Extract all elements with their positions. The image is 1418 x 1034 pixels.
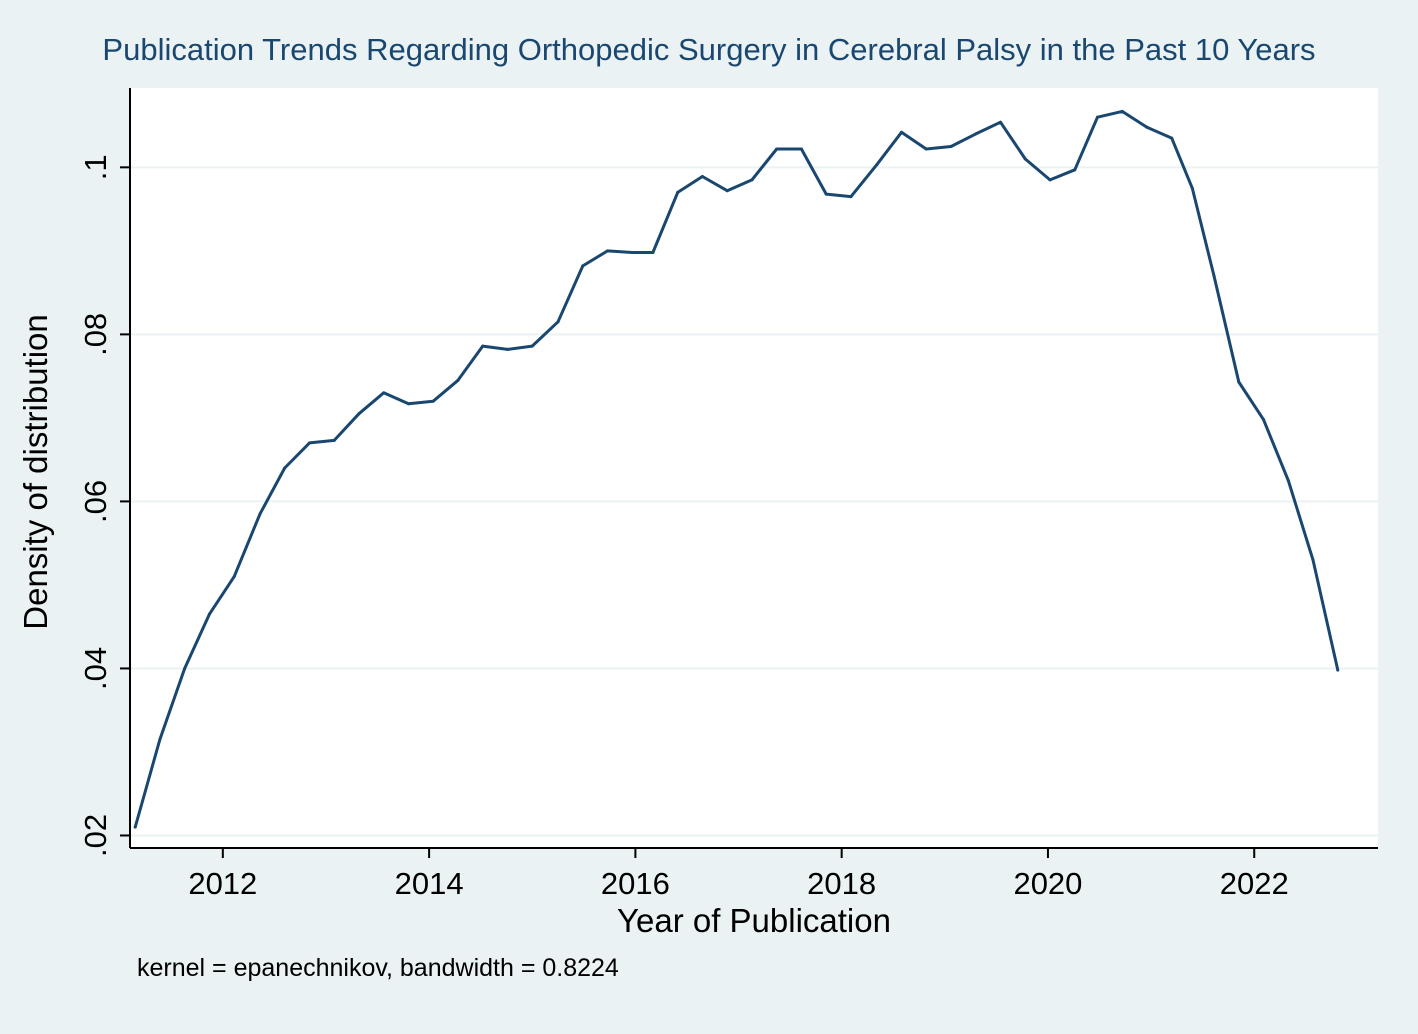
y-tick-label: .02 (78, 814, 113, 857)
density-point (1170, 136, 1174, 140)
density-point (1286, 479, 1290, 483)
x-tick-label: 2016 (601, 866, 670, 901)
density-point (307, 441, 311, 445)
density-point (799, 147, 803, 151)
y-tick-label: .08 (78, 313, 113, 356)
density-point (258, 512, 262, 516)
chart-title: Publication Trends Regarding Orthopedic … (102, 32, 1315, 67)
density-point (1145, 125, 1149, 129)
density-point (606, 249, 610, 253)
density-point (1212, 274, 1216, 278)
density-point (949, 144, 953, 148)
density-point (1095, 115, 1099, 119)
x-ticks: 2012 2014 2016 2018 2020 2022 (188, 848, 1289, 901)
density-point (1311, 558, 1315, 562)
density-point (581, 264, 585, 268)
density-point (158, 737, 162, 741)
y-tick-label: .06 (78, 480, 113, 523)
density-line (133, 109, 1340, 828)
density-point (357, 412, 361, 416)
density-point (899, 130, 903, 134)
y-ticks: .02 .04 .06 .08 .1 (78, 154, 130, 857)
density-point (332, 438, 336, 442)
density-point (406, 402, 410, 406)
kernel-note: kernel = epanechnikov, bandwidth = 0.822… (137, 954, 619, 982)
density-point (750, 178, 754, 182)
density-point (1190, 186, 1194, 190)
density-point (700, 175, 704, 179)
density-point (849, 195, 853, 199)
density-point (183, 666, 187, 670)
density-point (556, 320, 560, 324)
density-point (133, 825, 137, 829)
density-point (1237, 380, 1241, 384)
density-point (1120, 109, 1124, 113)
x-tick-label: 2012 (188, 866, 257, 901)
density-point (1262, 418, 1266, 422)
y-tick-label: .04 (78, 647, 113, 690)
density-point (232, 575, 236, 579)
x-tick-label: 2022 (1220, 866, 1289, 901)
density-point (875, 163, 879, 167)
x-tick-label: 2014 (395, 866, 464, 901)
density-point (207, 612, 211, 616)
density-point (630, 251, 634, 255)
density-point (999, 120, 1003, 124)
density-point (481, 344, 485, 348)
density-point (824, 192, 828, 196)
density-point (676, 190, 680, 194)
density-point (1048, 178, 1052, 182)
density-point (1073, 168, 1077, 172)
density-point (725, 189, 729, 193)
density-point (1023, 157, 1027, 161)
density-point (530, 344, 534, 348)
density-point (456, 378, 460, 382)
density-point (283, 466, 287, 470)
y-tick-label: .1 (78, 154, 113, 180)
density-point (775, 147, 779, 151)
density-point (505, 347, 509, 351)
y-axis-title: Density of distribution (17, 314, 54, 629)
x-axis-title: Year of Publication (617, 902, 891, 939)
density-point (382, 391, 386, 395)
density-point (651, 251, 655, 255)
gridlines (130, 166, 1378, 837)
density-points (133, 109, 1340, 829)
plot-area (130, 88, 1378, 848)
density-point (431, 399, 435, 403)
x-tick-label: 2020 (1013, 866, 1082, 901)
density-point (1336, 668, 1340, 672)
density-point (974, 132, 978, 136)
x-tick-label: 2018 (807, 866, 876, 901)
density-point (924, 147, 928, 151)
